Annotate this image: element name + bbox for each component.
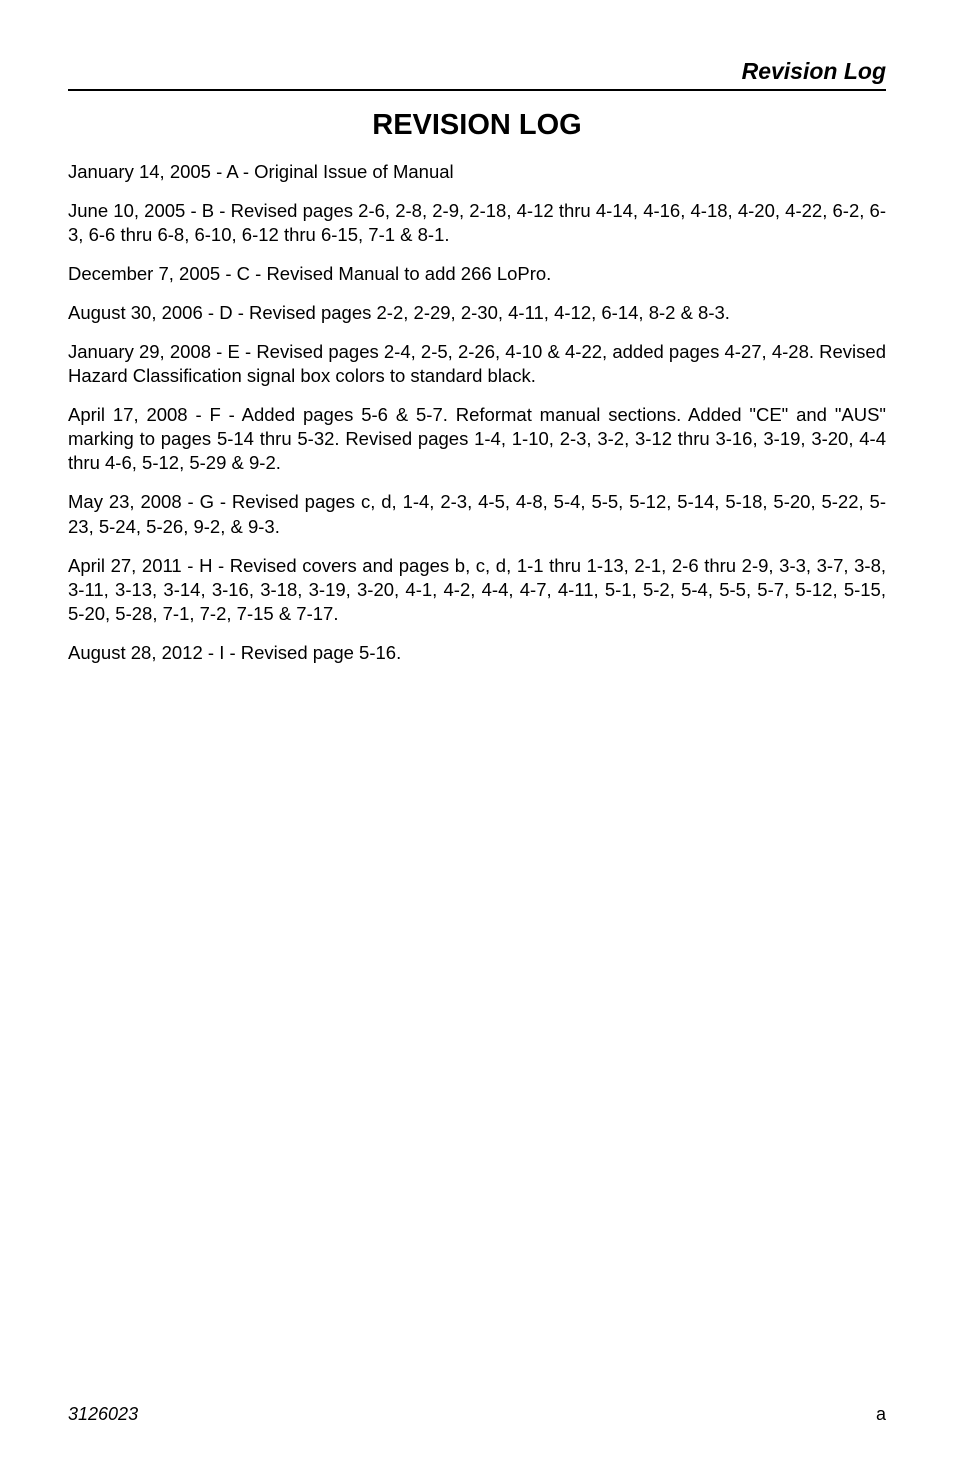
document-number: 3126023 (68, 1404, 138, 1425)
revision-entry: December 7, 2005 - C - Revised Manual to… (68, 262, 886, 286)
revision-entry: August 28, 2012 - I - Revised page 5-16. (68, 641, 886, 665)
revision-entry: August 30, 2006 - D - Revised pages 2-2,… (68, 301, 886, 325)
section-title: Revision Log (68, 58, 886, 85)
page-number: a (876, 1404, 886, 1425)
revision-entry: January 29, 2008 - E - Revised pages 2-4… (68, 340, 886, 388)
revision-entry: April 17, 2008 - F - Added pages 5-6 & 5… (68, 403, 886, 475)
page-footer: 3126023 a (68, 1404, 886, 1425)
revision-entry: January 14, 2005 - A - Original Issue of… (68, 160, 886, 184)
revision-entry: May 23, 2008 - G - Revised pages c, d, 1… (68, 490, 886, 538)
header-rule: Revision Log (68, 58, 886, 91)
revision-entry: June 10, 2005 - B - Revised pages 2-6, 2… (68, 199, 886, 247)
revision-entry: April 27, 2011 - H - Revised covers and … (68, 554, 886, 626)
page-title: REVISION LOG (68, 109, 886, 142)
